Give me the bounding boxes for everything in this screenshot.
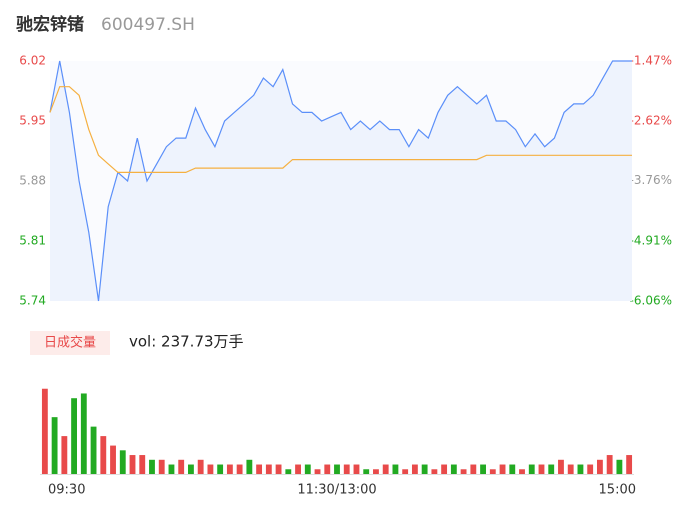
volume-bar — [558, 459, 564, 474]
volume-bar — [509, 464, 516, 474]
volume-bar — [61, 436, 68, 474]
avg-line — [49, 86, 632, 173]
x-tick-label: 09:30 — [48, 483, 85, 498]
y-tick-label: 5.81 — [19, 234, 46, 248]
volume-bar — [71, 398, 78, 474]
volume-bar — [314, 469, 321, 474]
volume-bar — [499, 464, 506, 474]
volume-bar — [519, 469, 525, 474]
y2-tick-label: -3.76% — [630, 173, 672, 187]
volume-bar — [139, 455, 146, 474]
volume-bar — [480, 464, 486, 474]
volume-bar — [441, 464, 448, 474]
volume-bar — [80, 393, 87, 474]
volume-bar — [392, 464, 399, 474]
volume-bar — [353, 464, 360, 474]
volume-bar — [489, 469, 496, 474]
volume-bar — [411, 464, 418, 474]
volume-total: vol: 237.73万手 — [129, 333, 244, 351]
volume-bar — [450, 464, 457, 474]
y-tick-label: 5.95 — [19, 114, 46, 128]
volume-bar — [207, 464, 214, 474]
volume-bar — [626, 455, 633, 474]
volume-bar — [275, 464, 282, 474]
volume-bar — [343, 464, 350, 474]
volume-title: 日成交量 — [44, 335, 96, 351]
volume-bar — [100, 436, 107, 474]
volume-bar — [460, 469, 467, 474]
volume-bar — [567, 464, 574, 474]
volume-bar — [304, 464, 311, 474]
volume-bar — [470, 464, 477, 474]
volume-bar — [129, 455, 136, 474]
y-tick-label: 6.02 — [19, 54, 46, 68]
volume-bar — [236, 464, 243, 474]
volume-bar — [51, 417, 58, 474]
volume-bar — [295, 464, 301, 474]
price-area — [50, 61, 632, 301]
volume-bar — [324, 464, 331, 474]
volume-bar — [188, 464, 194, 474]
volume-bar — [217, 464, 224, 474]
volume-bar — [402, 469, 409, 474]
volume-bar — [41, 388, 48, 474]
volume-bar — [246, 459, 253, 474]
volume-bar — [382, 464, 389, 474]
volume-bar — [616, 459, 623, 474]
x-tick-label: 15:00 — [599, 483, 636, 498]
volume-bar — [256, 464, 263, 474]
volume-bar — [149, 459, 155, 474]
volume-bar — [606, 455, 613, 474]
volume-bar — [158, 459, 165, 474]
y-tick-label: 5.88 — [19, 174, 46, 188]
volume-bar — [587, 464, 594, 474]
volume-bar — [265, 464, 272, 474]
volume-bar — [548, 464, 555, 474]
volume-bar — [363, 469, 370, 474]
volume-bar — [119, 450, 126, 474]
y2-tick-label: -1.47% — [630, 54, 672, 68]
volume-bar — [538, 464, 545, 474]
volume-bar — [110, 445, 116, 474]
volume-bar — [226, 464, 233, 474]
volume-bar — [334, 464, 340, 474]
volume-bar — [421, 464, 428, 474]
volume-bar — [373, 469, 379, 474]
stock-code: 600497.SH — [101, 15, 195, 35]
volume-bar — [577, 464, 584, 474]
volume-bar — [178, 459, 185, 474]
volume-bar — [90, 426, 97, 474]
y2-tick-label: -4.91% — [630, 233, 672, 247]
volume-bar — [197, 459, 204, 474]
volume-bar — [431, 469, 438, 474]
volume-bar — [596, 459, 603, 474]
stock-name: 驰宏锌锗 — [16, 14, 84, 35]
volume-bar — [168, 464, 175, 474]
y-tick-label: 5.74 — [19, 294, 46, 308]
x-tick-label: 11:30/13:00 — [297, 483, 376, 498]
y2-tick-label: -6.06% — [630, 294, 672, 308]
volume-badge — [30, 331, 110, 355]
y2-tick-label: -2.62% — [630, 114, 672, 128]
price-line — [49, 60, 632, 302]
volume-bar — [285, 469, 292, 474]
volume-bar — [528, 464, 535, 474]
